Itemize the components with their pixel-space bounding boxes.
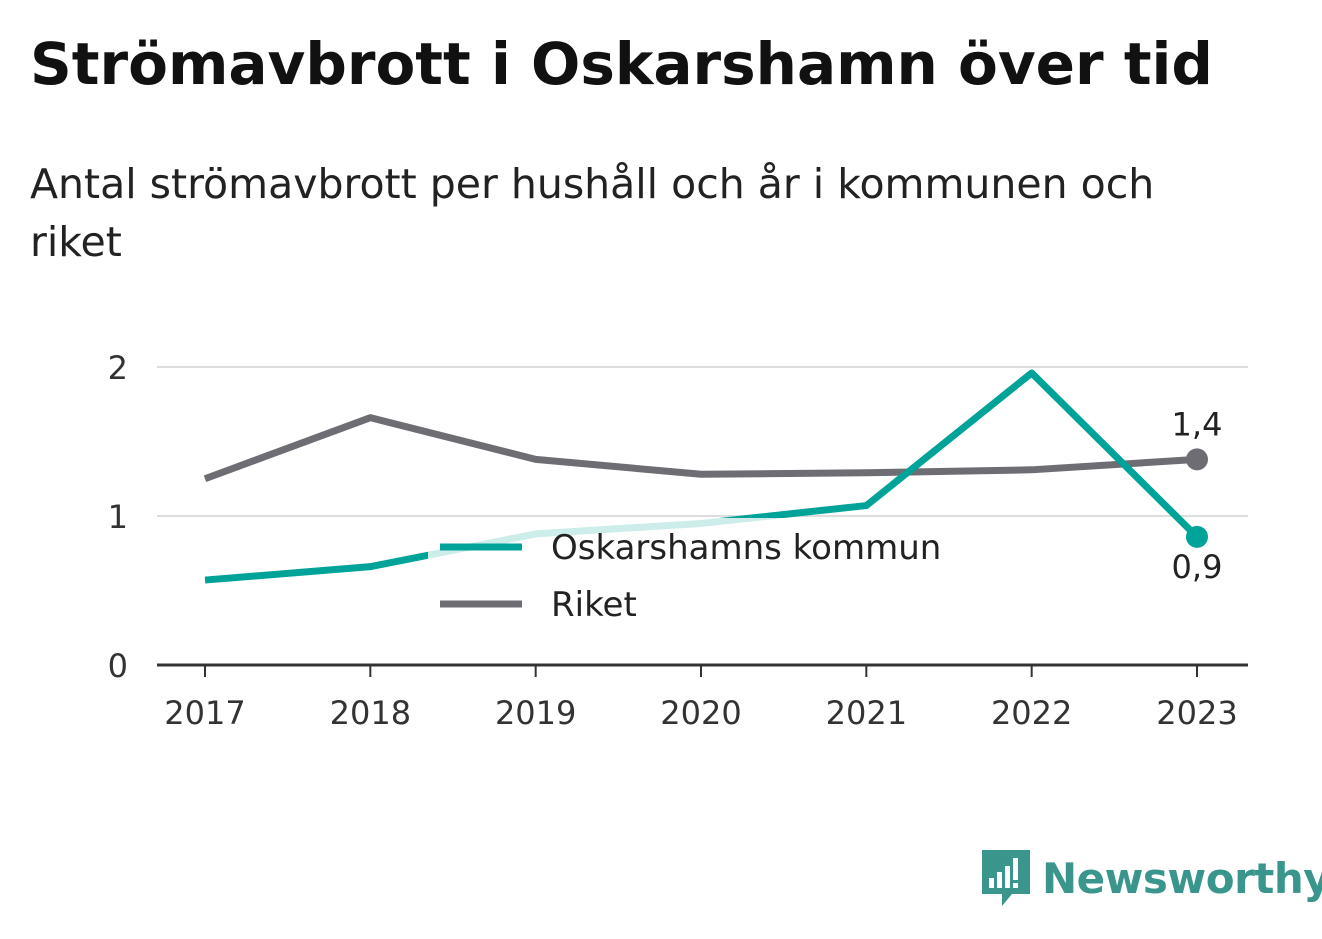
y-tick-label-0: 0 [108,647,128,685]
y-tick-label-2: 2 [108,349,128,387]
series-line-1 [203,414,1198,483]
x-tick-label-2019: 2019 [495,694,576,732]
brand-name: Newsworthy [1042,853,1322,903]
x-tick-label-2021: 2021 [826,694,907,732]
legend-background [428,518,976,640]
end-value-label-0: 0,9 [1172,548,1223,586]
legend: Oskarshamns kommun Riket [428,518,976,640]
x-tick-label-2017: 2017 [164,694,245,732]
x-tick-label-2020: 2020 [660,694,741,732]
bar-chart-speech-bubble-icon [982,850,1030,906]
axes: 0 1 2 2017 2018 2019 2020 2021 2022 2023 [108,349,1248,732]
x-tick-label-2022: 2022 [991,694,1072,732]
chart-title: Strömavbrott i Oskarshamn över tid [30,30,1213,98]
series-end-point-1 [1186,448,1208,471]
x-tick-label-2023: 2023 [1156,694,1237,732]
grid-lines [157,366,1248,517]
chart-subtitle: Antal strömavbrott per hushåll och år i … [30,160,1155,266]
y-tick-label-1: 1 [108,498,128,536]
data-labels: 0,9 1,4 [1172,405,1223,585]
x-tick-label-2018: 2018 [330,694,411,732]
end-value-label-1: 1,4 [1172,405,1223,443]
line-chart: 0 1 2 2017 2018 2019 2020 2021 2022 2023 Oskarsha… [108,349,1248,732]
legend-label-0: Oskarshamns kommun [551,528,941,568]
series-end-point-0 [1186,525,1208,548]
legend-label-1: Riket [551,585,637,625]
brand-logo: Newsworthy [980,848,1322,908]
